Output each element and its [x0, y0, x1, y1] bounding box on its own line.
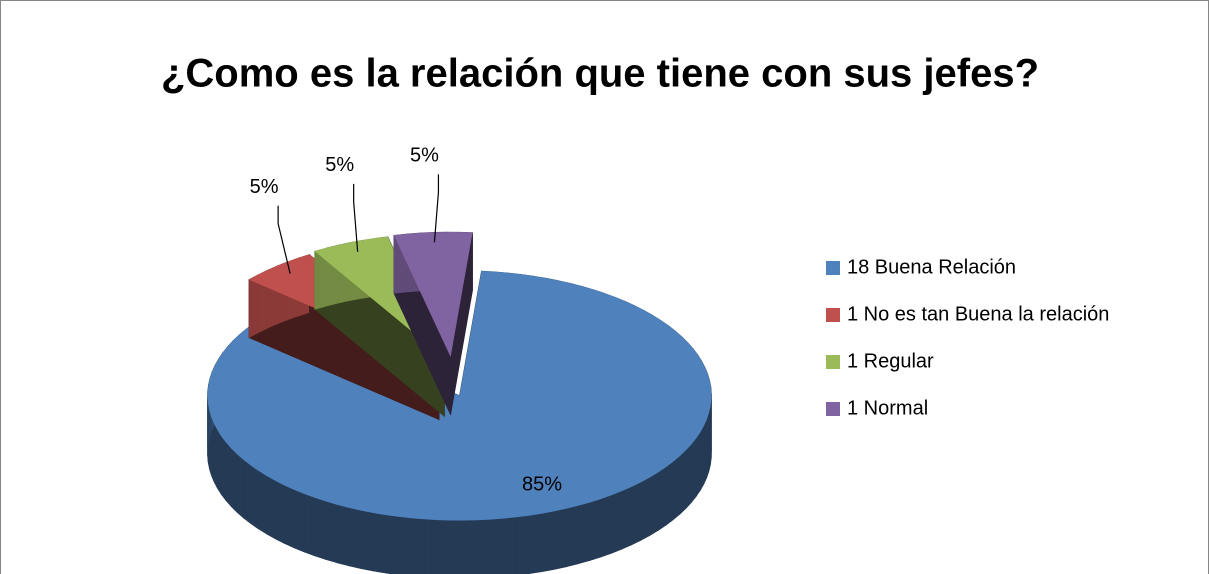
- slice-side: [424, 519, 438, 574]
- slice-side: [293, 489, 305, 553]
- slice-side: [489, 518, 504, 574]
- slice-side: [225, 441, 232, 508]
- slice-side: [213, 423, 218, 489]
- slice-side: [553, 508, 567, 570]
- slice-side: [373, 512, 387, 574]
- slice-side: [220, 435, 227, 502]
- pie: 85% 5% 5% 5%: [207, 145, 712, 574]
- legend-label: 1 Normal: [847, 397, 928, 419]
- leader-line: [353, 183, 359, 252]
- legend-swatch: [826, 402, 840, 416]
- data-label: 5%: [250, 176, 279, 198]
- slice-side: [450, 520, 465, 574]
- legend-label: 18 Buena Relación: [847, 256, 1016, 278]
- slice-side: [385, 514, 399, 574]
- slice-side: [437, 519, 451, 574]
- slice-side: [266, 475, 276, 540]
- slice-side: [700, 424, 705, 492]
- slice-side: [337, 504, 350, 567]
- slice-side: [691, 437, 697, 504]
- slice-side: [284, 484, 295, 549]
- data-label: 5%: [410, 145, 439, 167]
- slice-side: [325, 501, 338, 564]
- slice-side: [257, 470, 267, 535]
- chart-title: ¿Como es la relación que tiene con sus j…: [161, 52, 1039, 96]
- slice-side: [502, 517, 517, 574]
- slice-side: [304, 493, 316, 557]
- leader-line: [433, 174, 440, 243]
- slice-side: [274, 480, 285, 544]
- legend-label: 1 No es tan Buena la relación: [847, 303, 1109, 325]
- slice-side: [631, 481, 642, 546]
- legend-swatch: [826, 308, 840, 322]
- slice-side: [243, 459, 251, 525]
- leader-line: [277, 205, 291, 274]
- slice-side: [528, 513, 542, 574]
- slice-side: [703, 419, 708, 484]
- slice-side: [621, 486, 632, 550]
- slice-side: [463, 519, 478, 574]
- slice-side: [672, 455, 681, 521]
- slice-side: [610, 490, 622, 554]
- data-label: 85%: [522, 473, 562, 495]
- slice-side: [565, 505, 579, 568]
- slice-side: [411, 517, 425, 574]
- slice-side: [600, 494, 612, 558]
- slice-side: [640, 477, 650, 541]
- slice-side: [577, 502, 590, 565]
- slice-side: [665, 461, 674, 526]
- slice-side: [541, 511, 555, 573]
- slice-side: [685, 443, 692, 510]
- slice: [207, 271, 712, 521]
- slice-side: [216, 428, 222, 496]
- slice: [393, 232, 473, 357]
- slice-side: [250, 464, 259, 530]
- slice-side: [679, 449, 687, 515]
- slice-side: [360, 510, 374, 572]
- slice-side: [476, 519, 491, 574]
- slice-side: [248, 274, 259, 339]
- legend: 18 Buena Relación 1 No es tan Buena la re…: [826, 256, 1109, 419]
- slice-side: [588, 498, 601, 562]
- slice-side: [236, 453, 244, 519]
- slice-side: [695, 431, 701, 498]
- slice-side: [230, 447, 238, 513]
- legend-label: 1 Regular: [847, 350, 934, 372]
- slice-side: [348, 507, 362, 569]
- slice-side: [657, 466, 667, 532]
- legend-swatch: [826, 261, 840, 275]
- slice-side: [398, 516, 412, 574]
- data-label: 5%: [325, 154, 354, 176]
- slice-side: [706, 412, 710, 478]
- slice-side: [314, 497, 327, 560]
- slice-side: [515, 515, 530, 574]
- slice-side: [649, 471, 659, 537]
- legend-swatch: [826, 355, 840, 369]
